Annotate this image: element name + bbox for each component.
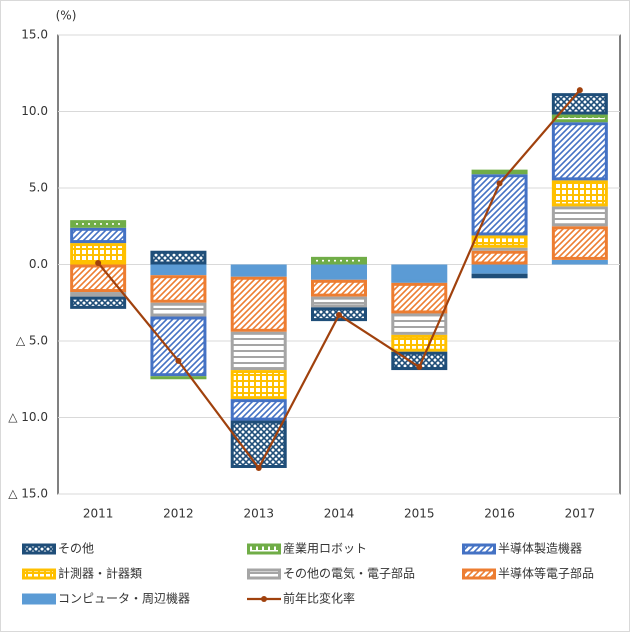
y-tick-label: 0.0 <box>29 257 48 271</box>
line-point <box>496 180 503 187</box>
bar-segment <box>230 276 287 332</box>
y-tick-label: △ 15.0 <box>8 487 48 501</box>
bar-segment <box>551 93 608 115</box>
bar-segment <box>471 250 528 265</box>
legend-label: その他の電気・電子部品 <box>283 566 415 581</box>
bar-segment <box>230 370 287 400</box>
bar-segment <box>391 282 448 314</box>
bar-segment <box>230 331 287 371</box>
y-tick-label: △ 10.0 <box>8 410 48 424</box>
bar-segment <box>230 399 287 421</box>
legend-swatch <box>247 568 281 580</box>
x-tick-label: 2015 <box>404 507 435 521</box>
y-tick-label: 15.0 <box>21 28 48 42</box>
bar-segment <box>70 227 127 244</box>
legend-swatch <box>462 568 496 580</box>
legend-label: その他 <box>58 542 94 556</box>
y-axis-unit: (%) <box>56 9 77 23</box>
bar-segment <box>150 316 207 377</box>
bar-segment <box>391 313 448 335</box>
bar-segment <box>150 250 207 265</box>
bar-segment <box>70 220 127 228</box>
bar-segment <box>471 235 528 248</box>
bar-segment <box>311 264 367 280</box>
bar-segment <box>551 122 608 181</box>
bar-segment <box>551 114 608 123</box>
legend-label: 半導体等電子部品 <box>498 566 594 581</box>
x-tick-label: 2011 <box>83 507 114 521</box>
bar-segment <box>311 296 367 308</box>
y-tick-label: 10.0 <box>21 104 48 118</box>
x-tick-label: 2016 <box>484 507 515 521</box>
bar-segment <box>70 292 127 297</box>
line-point <box>175 357 182 364</box>
bar-segment <box>150 275 207 303</box>
x-tick-label: 2017 <box>565 507 596 521</box>
legend-swatch <box>247 543 281 555</box>
y-tick-label: 5.0 <box>29 181 48 195</box>
bar-segment <box>391 334 448 352</box>
bar-segment <box>311 279 367 297</box>
bar-segment <box>230 264 287 277</box>
legend-swatch <box>462 543 496 555</box>
x-tick-label: 2013 <box>243 507 274 521</box>
bar-segment <box>70 296 127 309</box>
bar-segment <box>551 180 608 207</box>
bar-segment <box>471 273 528 279</box>
bar-segment <box>471 264 528 274</box>
legend-label: コンピュータ・周辺機器 <box>58 591 190 606</box>
legend-label: 前年比変化率 <box>283 591 355 606</box>
bar-segment <box>471 169 528 175</box>
line-point <box>416 364 423 371</box>
bar-segment <box>391 264 448 283</box>
legend-marker <box>261 596 267 602</box>
line-point <box>576 87 583 94</box>
line-point <box>336 311 342 318</box>
line-point <box>95 259 102 266</box>
legend-swatch <box>22 593 56 605</box>
legend-swatch <box>22 568 56 580</box>
bar-segment <box>551 206 608 227</box>
bar-segment <box>551 226 608 260</box>
x-tick-label: 2014 <box>324 507 355 521</box>
bar-segment <box>311 256 367 265</box>
x-tick-label: 2012 <box>163 507 194 521</box>
legend-label: 産業用ロボット <box>283 541 367 556</box>
legend-swatch <box>22 543 56 555</box>
bar-segment <box>150 264 207 276</box>
bar-segment <box>150 302 207 317</box>
legend-label: 半導体製造機器 <box>498 541 582 556</box>
legend-label: 計測器・計器類 <box>58 566 142 581</box>
bar-segment <box>70 264 127 293</box>
y-tick-label: △ 5.0 <box>16 334 48 348</box>
bar-segment <box>551 259 608 265</box>
line-point <box>255 464 262 471</box>
